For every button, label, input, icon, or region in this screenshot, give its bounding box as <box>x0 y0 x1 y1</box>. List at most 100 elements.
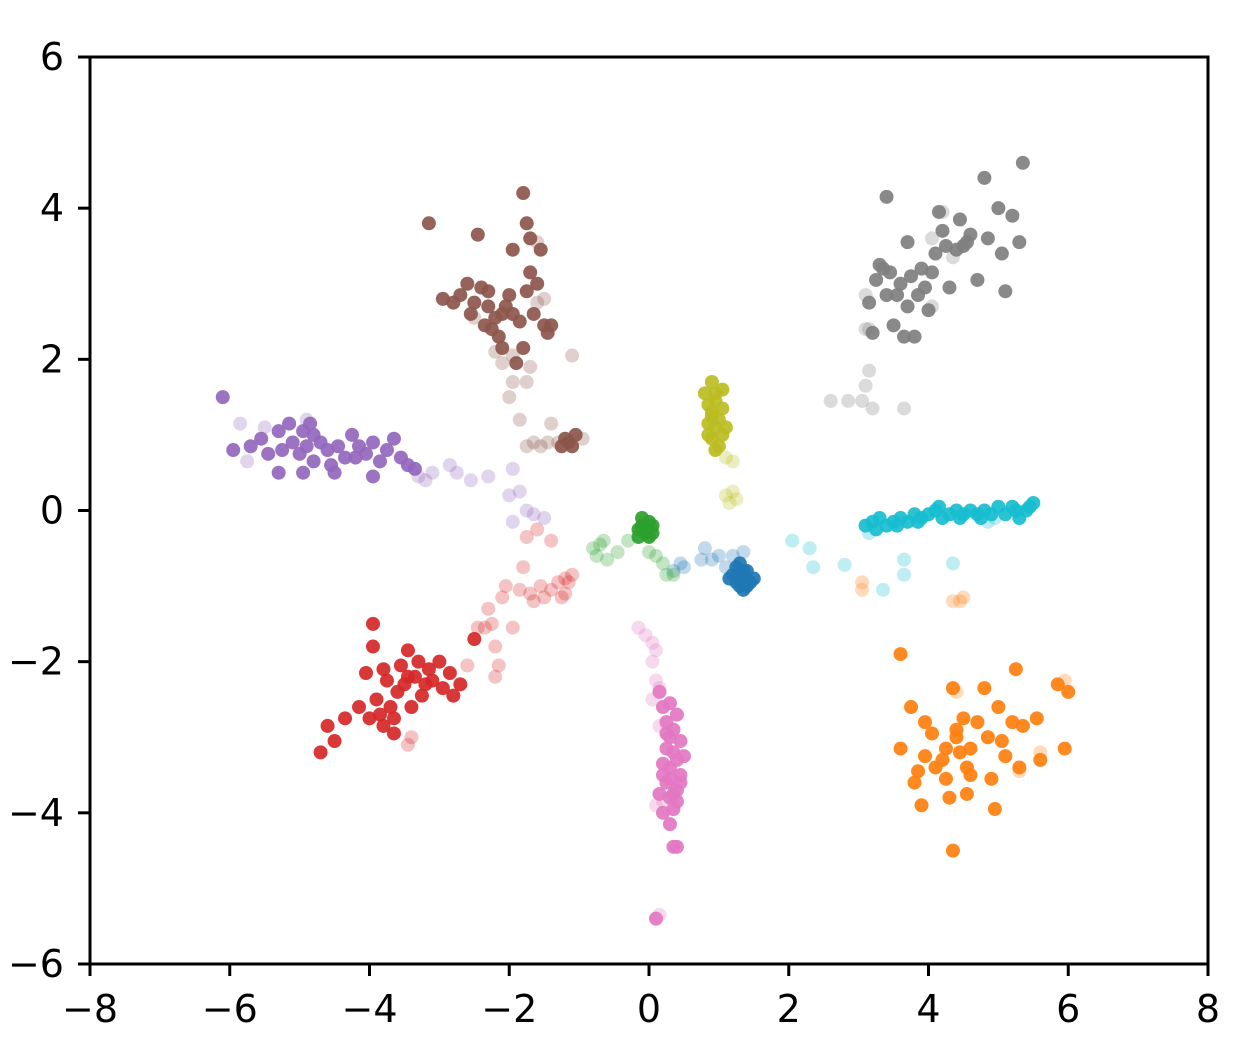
faded-point-series-3 <box>512 582 527 597</box>
x-tick-label: 2 <box>777 987 801 1031</box>
data-point-series-5 <box>495 306 510 321</box>
faded-point-series-4 <box>519 503 534 518</box>
data-point-series-5 <box>495 340 510 355</box>
faded-point-series-2 <box>655 556 670 571</box>
faded-point-series-5 <box>495 356 510 371</box>
y-tick-label: 2 <box>40 337 64 381</box>
data-point-series-1 <box>924 726 939 741</box>
data-point-series-3 <box>453 677 468 692</box>
data-point-series-1 <box>987 802 1002 817</box>
data-point-series-7 <box>862 295 877 310</box>
data-point-series-3 <box>376 662 391 677</box>
data-point-series-4 <box>261 446 276 461</box>
faded-point-series-4 <box>505 461 520 476</box>
data-point-series-4 <box>296 465 311 480</box>
data-point-series-9 <box>952 511 967 526</box>
data-point-series-3 <box>393 658 408 673</box>
data-point-series-7 <box>879 189 894 204</box>
data-point-series-1 <box>942 790 957 805</box>
faded-point-series-1 <box>855 582 870 597</box>
data-point-series-4 <box>331 439 346 454</box>
data-point-series-8 <box>697 386 712 401</box>
data-point-series-5 <box>512 314 527 329</box>
data-point-series-7 <box>942 280 957 295</box>
data-point-series-9 <box>911 514 926 529</box>
x-tick-label: 4 <box>916 987 940 1031</box>
faded-point-series-2 <box>666 567 681 582</box>
data-point-series-1 <box>938 741 953 756</box>
faded-point-series-9 <box>897 567 912 582</box>
faded-point-series-5 <box>505 375 520 390</box>
data-point-series-3 <box>400 669 415 684</box>
data-point-series-7 <box>1012 235 1027 250</box>
data-point-series-1 <box>914 798 929 813</box>
data-point-series-1 <box>928 760 943 775</box>
faded-point-series-3 <box>495 590 510 605</box>
faded-point-series-4 <box>240 454 255 469</box>
faded-point-series-5 <box>530 295 545 310</box>
faded-point-series-6 <box>648 673 663 688</box>
data-point-series-6 <box>669 707 684 722</box>
data-point-series-7 <box>935 223 950 238</box>
data-point-series-6 <box>669 794 684 809</box>
data-point-series-8 <box>701 416 716 431</box>
data-point-series-5 <box>533 242 548 257</box>
data-point-series-1 <box>1057 741 1072 756</box>
data-point-series-6 <box>659 741 674 756</box>
faded-point-series-5 <box>544 416 559 431</box>
faded-point-series-3 <box>404 730 419 745</box>
data-point-series-1 <box>893 741 908 756</box>
data-point-series-3 <box>369 692 384 707</box>
faded-point-series-5 <box>519 375 534 390</box>
data-point-series-3 <box>338 711 353 726</box>
data-point-series-3 <box>383 700 398 715</box>
y-tick-label: −6 <box>8 942 64 986</box>
data-point-series-4 <box>275 443 290 458</box>
data-point-series-3 <box>404 700 419 715</box>
faded-point-series-3 <box>558 586 573 601</box>
data-point-series-5 <box>516 340 531 355</box>
data-point-series-5 <box>481 299 496 314</box>
y-tick-label: 0 <box>40 489 64 533</box>
data-point-series-1 <box>991 700 1006 715</box>
data-point-series-3 <box>446 688 461 703</box>
faded-point-series-7 <box>823 393 838 408</box>
faded-point-series-7 <box>862 363 877 378</box>
faded-point-series-3 <box>561 575 576 590</box>
faded-point-series-3 <box>477 620 492 635</box>
data-point-series-7 <box>952 212 967 227</box>
faded-point-series-1 <box>956 590 971 605</box>
faded-point-series-5 <box>537 291 552 306</box>
data-point-series-6 <box>673 734 688 749</box>
faded-point-series-2 <box>642 545 656 560</box>
faded-point-series-3 <box>488 639 503 654</box>
data-point-series-1 <box>907 775 922 790</box>
faded-point-series-0 <box>694 552 709 567</box>
data-point-series-5 <box>505 242 520 257</box>
data-point-series-6 <box>652 684 667 699</box>
faded-point-series-8 <box>725 484 740 499</box>
data-point-series-0 <box>746 571 761 586</box>
faded-point-series-3 <box>554 590 569 605</box>
data-point-series-7 <box>1005 208 1020 223</box>
data-point-series-6 <box>652 786 667 801</box>
data-point-series-7 <box>900 299 915 314</box>
faded-point-series-7 <box>924 231 939 246</box>
faded-point-series-2 <box>586 541 601 556</box>
data-point-series-3 <box>411 654 426 669</box>
data-point-series-4 <box>303 416 318 431</box>
data-point-series-5 <box>530 276 545 291</box>
data-point-series-3 <box>352 700 367 715</box>
data-point-series-7 <box>904 269 919 284</box>
faded-point-series-9 <box>837 557 852 572</box>
faded-point-series-6 <box>631 620 646 635</box>
faded-point-series-8 <box>725 454 740 469</box>
faded-point-series-4 <box>442 458 457 473</box>
data-point-series-7 <box>921 303 936 318</box>
data-point-series-6 <box>662 696 677 711</box>
y-tick-label: 4 <box>40 186 64 230</box>
data-point-series-3 <box>386 711 401 726</box>
data-point-series-1 <box>1061 684 1076 699</box>
data-point-series-5 <box>516 186 531 201</box>
faded-point-series-2 <box>610 545 625 560</box>
